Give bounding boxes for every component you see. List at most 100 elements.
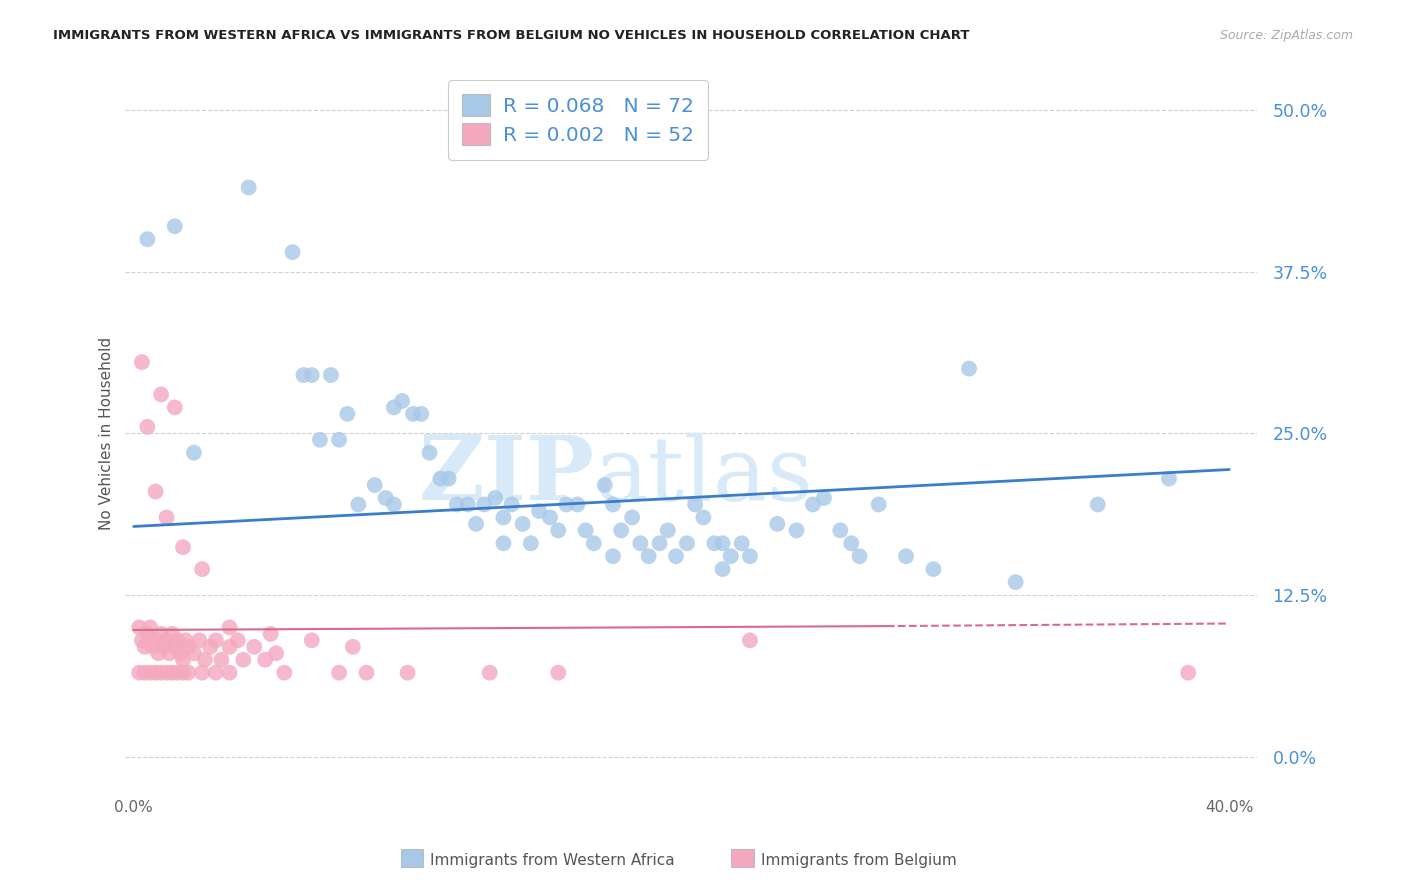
Point xyxy=(232,653,254,667)
Point xyxy=(155,510,177,524)
Point xyxy=(136,419,159,434)
Point xyxy=(155,633,177,648)
Point xyxy=(731,536,754,550)
Point xyxy=(172,653,194,667)
Point xyxy=(145,484,167,499)
Text: IMMIGRANTS FROM WESTERN AFRICA VS IMMIGRANTS FROM BELGIUM NO VEHICLES IN HOUSEHO: IMMIGRANTS FROM WESTERN AFRICA VS IMMIGR… xyxy=(53,29,970,42)
Point xyxy=(188,633,211,648)
Y-axis label: No Vehicles in Household: No Vehicles in Household xyxy=(100,336,114,530)
FancyBboxPatch shape xyxy=(401,849,423,867)
Point xyxy=(281,245,304,260)
Point xyxy=(922,562,945,576)
Point xyxy=(1087,498,1109,512)
Point xyxy=(547,524,569,538)
Point xyxy=(273,665,295,680)
Point xyxy=(264,646,287,660)
Point xyxy=(501,498,523,512)
Point xyxy=(720,549,742,564)
Point xyxy=(163,640,186,654)
Point xyxy=(131,633,153,648)
Point xyxy=(472,498,495,512)
Point xyxy=(136,232,159,246)
Point xyxy=(446,498,468,512)
Point xyxy=(139,665,162,680)
Point xyxy=(382,498,405,512)
Point xyxy=(593,478,616,492)
Point xyxy=(465,516,488,531)
Point xyxy=(191,562,214,576)
Point xyxy=(648,536,671,550)
Point xyxy=(292,368,315,382)
Point xyxy=(575,524,598,538)
Point xyxy=(457,498,479,512)
Point xyxy=(738,633,761,648)
Point xyxy=(183,446,205,460)
Point xyxy=(200,640,222,654)
Point xyxy=(328,665,350,680)
Point xyxy=(665,549,688,564)
Point xyxy=(374,491,396,505)
Point xyxy=(238,180,260,194)
Point xyxy=(538,510,561,524)
Point xyxy=(209,653,232,667)
Point xyxy=(160,665,183,680)
Point xyxy=(134,640,156,654)
FancyBboxPatch shape xyxy=(731,849,754,867)
Point xyxy=(801,498,824,512)
Point xyxy=(1004,575,1026,590)
Point xyxy=(319,368,342,382)
Point xyxy=(139,620,162,634)
Point xyxy=(1157,472,1180,486)
Point xyxy=(492,510,515,524)
Text: Immigrants from Belgium: Immigrants from Belgium xyxy=(761,854,956,868)
Point xyxy=(848,549,870,564)
Point xyxy=(155,665,177,680)
Point xyxy=(218,665,240,680)
Point xyxy=(402,407,425,421)
Point xyxy=(894,549,917,564)
Text: atlas: atlas xyxy=(595,433,814,520)
Point xyxy=(342,640,364,654)
Point xyxy=(128,620,150,634)
Text: ZIP: ZIP xyxy=(419,433,595,519)
Point xyxy=(160,627,183,641)
Point xyxy=(391,393,413,408)
Point xyxy=(411,407,433,421)
Point xyxy=(150,387,173,401)
Point xyxy=(153,640,176,654)
Point xyxy=(183,646,205,660)
Point xyxy=(786,524,808,538)
Point xyxy=(602,549,624,564)
Text: Immigrants from Western Africa: Immigrants from Western Africa xyxy=(430,854,675,868)
Point xyxy=(512,516,534,531)
Point xyxy=(128,665,150,680)
Point xyxy=(830,524,852,538)
Point xyxy=(226,633,249,648)
Point xyxy=(205,633,228,648)
Point xyxy=(301,368,323,382)
Point xyxy=(145,665,167,680)
Point xyxy=(145,633,167,648)
Point xyxy=(194,653,217,667)
Legend: R = 0.068   N = 72, R = 0.002   N = 52: R = 0.068 N = 72, R = 0.002 N = 52 xyxy=(449,80,707,160)
Point xyxy=(142,640,165,654)
Point xyxy=(839,536,862,550)
Point xyxy=(254,653,277,667)
Point xyxy=(676,536,699,550)
Point xyxy=(309,433,332,447)
Point xyxy=(166,633,188,648)
Point xyxy=(364,478,387,492)
Point xyxy=(567,498,589,512)
Point xyxy=(347,498,370,512)
Point xyxy=(172,540,194,554)
Point xyxy=(637,549,659,564)
Point xyxy=(418,446,440,460)
Point xyxy=(657,524,679,538)
Point xyxy=(429,472,451,486)
Point xyxy=(478,665,501,680)
Point xyxy=(582,536,605,550)
Point xyxy=(602,498,624,512)
Point xyxy=(711,562,734,576)
Text: Source: ZipAtlas.com: Source: ZipAtlas.com xyxy=(1219,29,1353,42)
Point xyxy=(868,498,890,512)
